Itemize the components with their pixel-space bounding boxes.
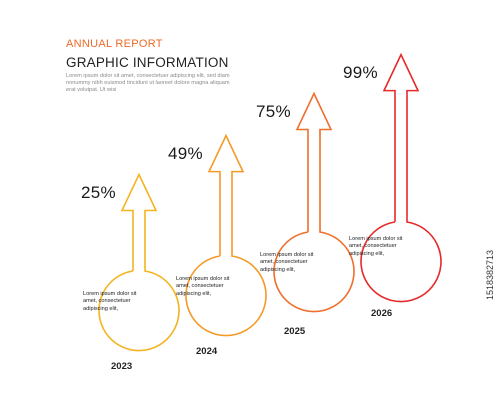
note-2026: Lorem ipsum dolor sit amet, consectetuer… [349, 236, 403, 257]
arrow-2024 [185, 133, 267, 337]
value-label-2026: 99% [343, 62, 378, 82]
year-label-2023: 2023 [111, 361, 133, 372]
note-2023: Lorem ipsum dolor sit amet, consectetuer… [83, 291, 137, 312]
year-label-2024: 2024 [196, 346, 218, 357]
value-label-2024: 49% [168, 143, 203, 163]
report-kicker: ANNUAL REPORT [66, 38, 163, 50]
note-2025: Lorem ipsum dolor sit amet, consectetuer… [260, 252, 314, 273]
value-label-2025: 75% [256, 101, 291, 121]
stock-id: 1518382713 [485, 249, 495, 300]
note-2024: Lorem ipsum dolor sit amet, consectetuer… [176, 276, 230, 297]
year-label-2025: 2025 [284, 326, 306, 337]
arrow-2026 [360, 52, 442, 303]
intro-paragraph: Lorem ipsum dolor sit amet, consectetuer… [66, 73, 230, 94]
arrow-2025 [273, 91, 355, 313]
year-label-2026: 2026 [371, 308, 393, 319]
page-title: GRAPHIC INFORMATION [66, 55, 229, 70]
value-label-2023: 25% [81, 182, 116, 202]
arrow-2023 [98, 172, 180, 352]
